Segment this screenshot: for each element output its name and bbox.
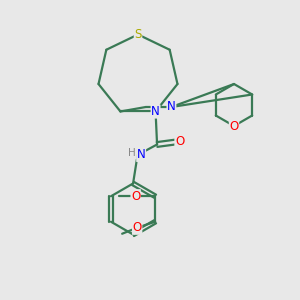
Text: H: H: [128, 148, 136, 158]
Text: O: O: [230, 119, 238, 133]
Text: S: S: [134, 28, 142, 41]
Text: O: O: [131, 190, 140, 203]
Text: N: N: [167, 100, 176, 113]
Text: O: O: [133, 221, 142, 234]
Text: N: N: [137, 148, 146, 161]
Text: O: O: [175, 135, 184, 148]
Text: N: N: [151, 105, 160, 118]
